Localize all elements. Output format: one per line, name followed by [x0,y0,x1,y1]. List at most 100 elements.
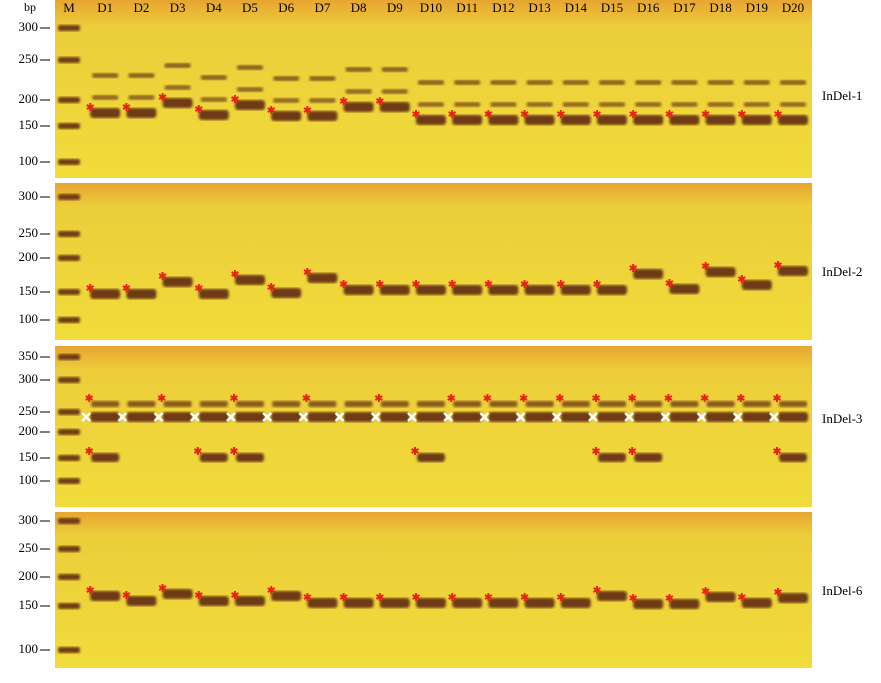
tick-label: 250 [19,51,39,66]
asterisk-stroke [122,104,131,110]
ladder-band [58,255,80,261]
asterisk [736,394,745,402]
asterisk-stroke [629,595,638,601]
asterisk-stroke [520,594,529,600]
band [237,87,263,92]
asterisk [628,447,637,455]
cross-stroke [117,412,128,422]
asterisk [158,584,167,592]
asterisk [303,593,312,601]
lane-label: D5 [242,0,258,15]
asterisk-stroke [773,395,781,401]
asterisk-stroke [484,281,493,287]
band [272,401,301,407]
band [779,401,807,407]
cross [298,412,309,422]
tick-label: 200 [19,249,39,264]
band [271,111,302,121]
band [128,73,155,78]
cross-stroke [551,412,562,422]
band [418,80,444,85]
asterisk [339,97,348,105]
asterisk [556,593,565,601]
asterisk-stroke [520,111,529,117]
asterisk [448,110,457,118]
asterisk [520,110,529,118]
panel-label: InDel-1 [822,88,862,103]
asterisk [483,394,492,402]
asterisk [194,105,203,113]
band [453,401,482,407]
band [524,412,555,422]
band [91,453,120,462]
asterisk-stroke [701,588,710,594]
band [307,111,338,121]
band [452,115,483,125]
asterisk [628,394,637,402]
lane-label: D6 [278,0,294,15]
tick-label: 300 [19,188,39,203]
asterisk [484,280,493,288]
band [271,288,302,298]
asterisk [665,110,674,118]
asterisk-stroke [519,395,528,401]
band [671,102,698,107]
asterisk [737,275,746,283]
asterisk-stroke [193,448,202,454]
lane-label: D2 [133,0,149,15]
cross [334,412,345,422]
asterisk-stroke [122,592,131,598]
band [381,67,408,72]
band [597,412,627,422]
band [126,289,157,299]
asterisk-stroke [231,592,239,598]
asterisk-stroke [267,284,276,290]
band [162,589,193,599]
asterisk [412,593,420,601]
tick-label: 250 [19,225,39,240]
cross [732,412,743,422]
cross [189,412,200,422]
asterisk [230,394,238,402]
asterisk [267,106,276,114]
asterisk [555,394,564,402]
band [343,412,374,422]
asterisk [375,280,384,288]
band [452,598,483,608]
asterisk-stroke [194,106,203,112]
band [634,453,663,462]
band [92,95,119,100]
tick-label: 100 [19,153,39,168]
band [307,598,338,608]
tick-label: 150 [19,449,39,464]
band [524,285,555,295]
asterisk [484,110,493,118]
ladder-band [58,377,80,383]
cross [696,412,707,422]
band [778,266,808,276]
asterisk-stroke [267,107,276,113]
band [126,596,157,606]
lane-label: D9 [387,0,403,15]
tick-label: 150 [19,283,39,298]
lane-label: D15 [601,0,623,15]
cross-stroke [334,412,345,422]
cross [262,412,273,422]
band [417,401,445,407]
band [669,115,700,125]
tick-label: 100 [19,641,39,656]
cross-stroke [262,412,273,422]
ladder-band [58,478,80,484]
asterisk [664,394,673,402]
asterisk-stroke [122,285,131,291]
asterisk [701,110,710,118]
asterisk [665,594,674,602]
asterisk-stroke [303,594,312,600]
band [127,401,156,407]
asterisk-stroke [774,111,782,117]
tick-label: 300 [19,19,39,34]
band [597,285,627,295]
asterisk-stroke [701,263,710,269]
band [90,108,121,118]
lane-label: D14 [565,0,588,15]
